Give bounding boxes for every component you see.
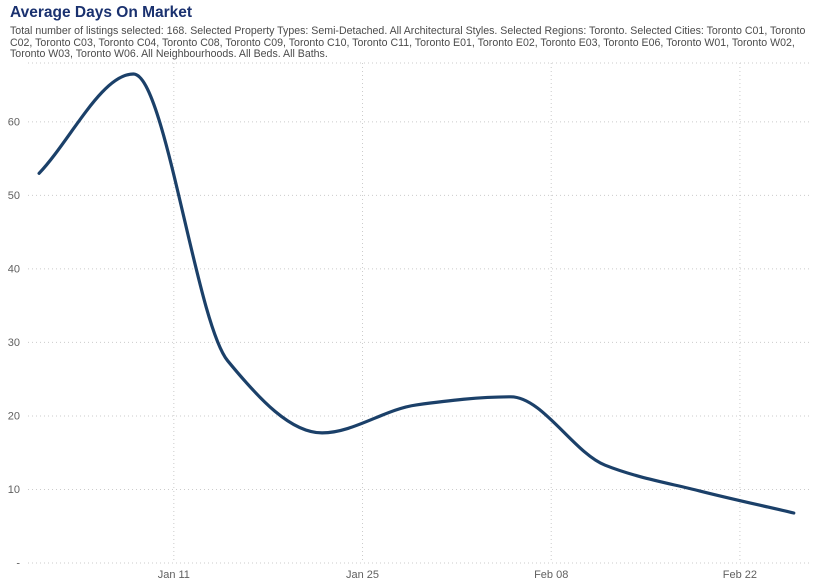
y-axis-label: 40	[8, 263, 20, 275]
y-axis-label: -	[16, 558, 20, 570]
x-axis-label: Jan 25	[346, 569, 379, 581]
y-axis-label: 50	[8, 190, 20, 202]
x-axis-label: Jan 11	[158, 569, 190, 581]
y-axis-label: 20	[8, 410, 20, 422]
y-axis-label: 30	[8, 337, 20, 349]
chart-title: Average Days On Market	[10, 4, 193, 21]
chart-subtitle: Total number of listings selected: 168. …	[10, 25, 806, 60]
x-axis-label: Feb 22	[723, 569, 757, 581]
x-axis-label: Feb 08	[534, 569, 568, 581]
series-line[interactable]	[37, 72, 796, 515]
y-axis-label: 10	[8, 484, 20, 496]
y-axis-label: 60	[8, 116, 20, 128]
